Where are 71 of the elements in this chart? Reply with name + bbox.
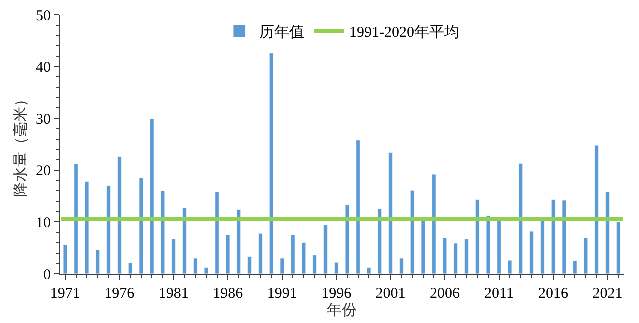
bar [573,260,578,274]
bar [193,258,198,274]
bar [616,222,621,274]
bar [312,255,318,274]
bar [508,260,512,274]
legend-label: 历年值 [260,24,304,42]
y-tick-label: 20 [36,164,51,180]
bar [475,200,480,274]
bar [486,216,491,274]
x-tick-label: 1996 [322,286,352,302]
bar [106,186,111,274]
bar [280,258,284,274]
bar [63,244,68,274]
bar [302,242,306,274]
bar [128,262,133,274]
y-axis-title: 降水量（毫米） [12,92,30,197]
bar [182,208,187,274]
bar [248,256,252,274]
bar [215,192,220,274]
x-axis-title: 年份 [327,302,357,319]
x-tick-label: 1976 [104,286,136,302]
y-tick-label: 40 [36,60,51,76]
bar [497,220,502,274]
bar [454,243,458,274]
bar [432,174,436,274]
x-tick-label: 1986 [213,286,244,302]
y-tick-label: 30 [36,112,51,128]
bar [366,268,372,274]
bar [388,152,393,274]
x-tick-label: 2006 [430,286,461,302]
bar [324,225,328,274]
bar [160,190,166,274]
bar [562,200,566,274]
bar [96,250,100,274]
bar [84,182,90,274]
bar [594,145,600,274]
bar [269,53,274,274]
bar [291,234,296,274]
y-tick-label: 0 [44,267,51,284]
bar [118,156,122,274]
x-tick-label: 2011 [484,286,514,302]
y-tick-label: 50 [36,8,51,24]
x-tick-label: 1971 [50,286,80,302]
bar [442,238,448,274]
x-tick-label: 2016 [538,286,569,302]
bar [345,204,350,274]
bar [584,238,588,274]
bar [226,234,230,274]
legend-label: 1991-2020年平均 [350,24,460,42]
bar [204,268,209,274]
bar [400,258,404,274]
bar [530,231,534,274]
x-tick-label: 2021 [592,286,623,302]
x-tick-label: 2001 [376,286,406,302]
bar [150,118,154,274]
bar [464,239,469,274]
bar [172,239,176,274]
bar [606,192,610,274]
bar [334,262,339,274]
bar [139,178,144,274]
bar [378,209,382,274]
bar [258,233,263,274]
bar [74,164,78,274]
y-tick-label: 10 [36,215,51,232]
x-tick-label: 1981 [158,286,189,302]
bar [540,220,545,274]
bar [421,220,426,274]
bar [518,163,524,274]
x-tick-label: 1991 [267,286,298,302]
bar [356,140,360,274]
bar [236,210,242,274]
